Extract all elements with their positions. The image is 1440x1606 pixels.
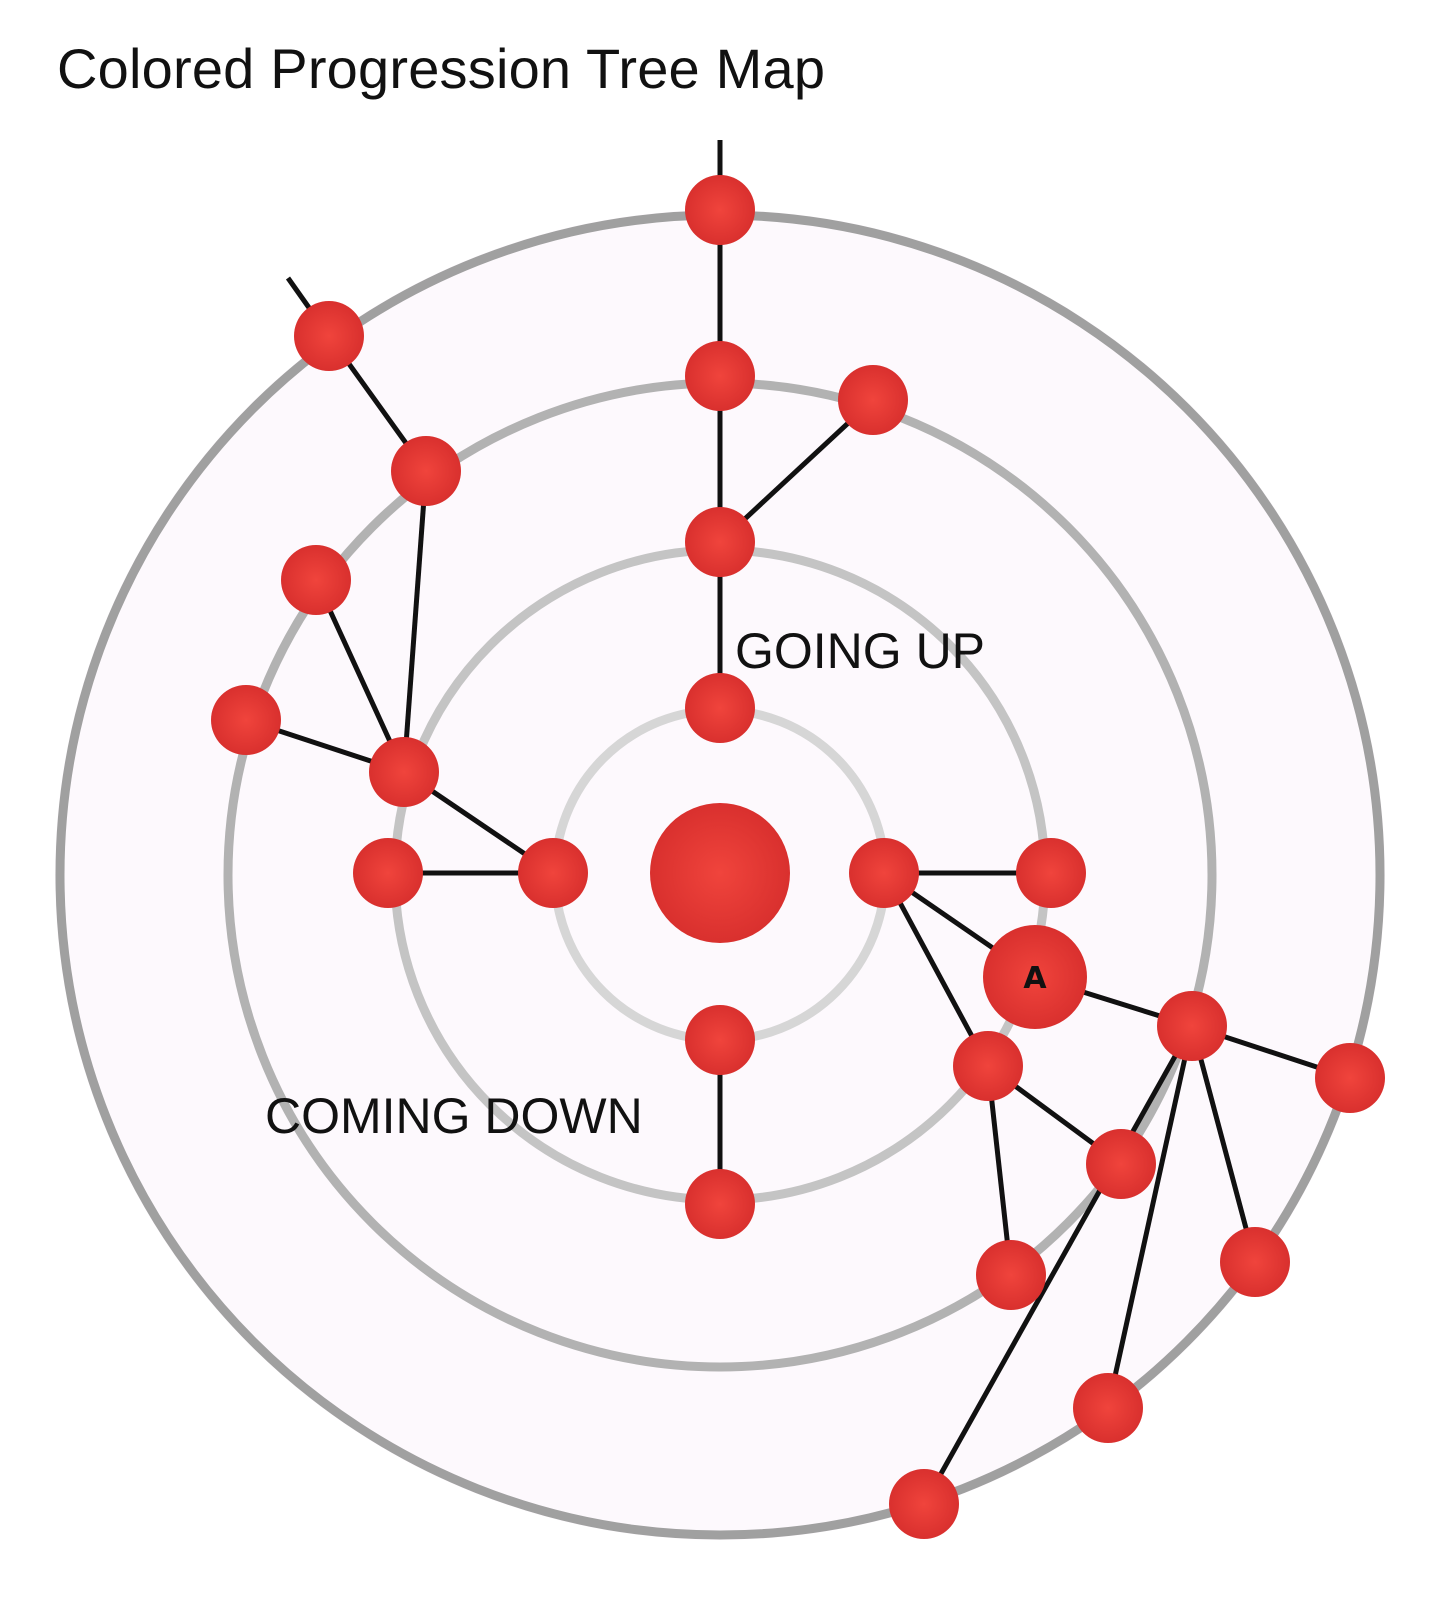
tree-node bbox=[976, 1240, 1046, 1310]
node-a bbox=[983, 925, 1087, 1029]
tree-node bbox=[1315, 1043, 1385, 1113]
tree-node bbox=[1157, 991, 1227, 1061]
tree-node bbox=[211, 685, 281, 755]
tree-node bbox=[281, 545, 351, 615]
tree-node bbox=[518, 838, 588, 908]
tree-node bbox=[685, 507, 755, 577]
center-node bbox=[650, 803, 790, 943]
tree-node bbox=[1220, 1227, 1290, 1297]
edge bbox=[881, 871, 991, 1068]
tree-node bbox=[849, 838, 919, 908]
tree-node bbox=[685, 1169, 755, 1239]
tree-node bbox=[685, 175, 755, 245]
tree-node bbox=[685, 673, 755, 743]
edge bbox=[921, 1024, 1195, 1506]
edge bbox=[985, 1065, 1014, 1276]
tree-node bbox=[353, 838, 423, 908]
edge bbox=[1189, 1025, 1258, 1263]
tree-node bbox=[391, 436, 461, 506]
edge bbox=[1105, 1025, 1195, 1409]
tree-nodes bbox=[211, 175, 1385, 1539]
tree-node bbox=[685, 1005, 755, 1075]
tree-node bbox=[369, 737, 439, 807]
node-a-label: A bbox=[1023, 961, 1047, 996]
edge bbox=[313, 578, 407, 774]
edge bbox=[401, 470, 429, 773]
tree-node bbox=[838, 365, 908, 435]
tree-node bbox=[685, 341, 755, 411]
tree-node bbox=[1073, 1373, 1143, 1443]
tree-node bbox=[889, 1469, 959, 1539]
page-title: Colored Progression Tree Map bbox=[57, 37, 826, 100]
tree-node bbox=[953, 1031, 1023, 1101]
coming-down-label: COMING DOWN bbox=[265, 1088, 643, 1144]
tree-node bbox=[294, 301, 364, 371]
going-up-label: GOING UP bbox=[735, 623, 985, 679]
tree-node bbox=[1016, 838, 1086, 908]
tree-node bbox=[1086, 1129, 1156, 1199]
